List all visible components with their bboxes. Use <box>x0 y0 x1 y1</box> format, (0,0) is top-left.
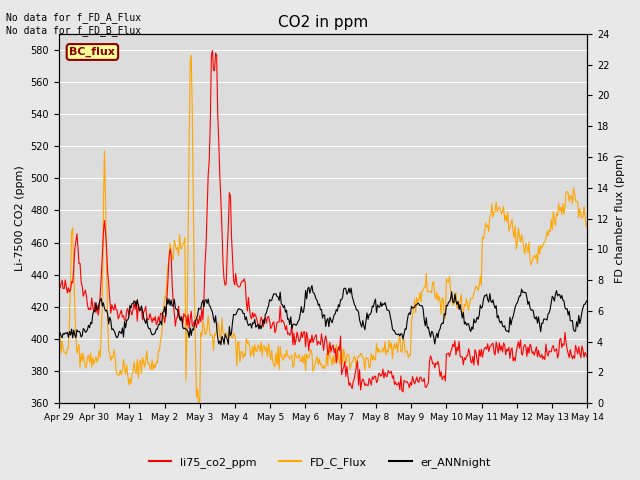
Y-axis label: Li-7500 CO2 (ppm): Li-7500 CO2 (ppm) <box>15 166 25 271</box>
Text: BC_flux: BC_flux <box>70 47 115 57</box>
Text: No data for f_FD_A_Flux: No data for f_FD_A_Flux <box>6 12 141 23</box>
Text: No data for f_FD_B_Flux: No data for f_FD_B_Flux <box>6 25 141 36</box>
Title: CO2 in ppm: CO2 in ppm <box>278 15 368 30</box>
Y-axis label: FD chamber flux (ppm): FD chamber flux (ppm) <box>615 154 625 283</box>
Legend: li75_co2_ppm, FD_C_Flux, er_ANNnight: li75_co2_ppm, FD_C_Flux, er_ANNnight <box>145 452 495 472</box>
